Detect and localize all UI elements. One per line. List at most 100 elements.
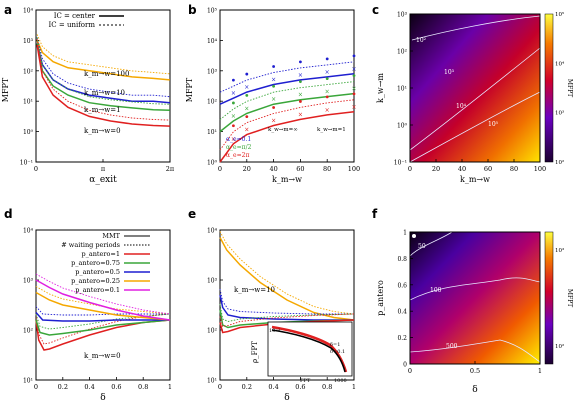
series-lines (219, 231, 355, 334)
x-tick-label: 2π (166, 165, 175, 173)
series-cross: × (244, 84, 249, 91)
series-lines: × × × × × × × × × × × × × × × × × × (219, 54, 357, 163)
series-point (272, 65, 275, 68)
panel-b: b 10⁰ 10¹ 10² 10³ 10⁴ 10⁵ 0 20 40 60 80 100 MFPT k… (185, 3, 360, 184)
series-point (232, 124, 235, 128)
contour-label: 500 (446, 343, 458, 350)
y-axis-label: MFPT (185, 77, 194, 102)
y-tick-label: 10¹ (207, 378, 217, 385)
contour-label: 10⁵ (488, 121, 499, 128)
legend-entry: IC = center (54, 12, 96, 20)
series-line-red (219, 111, 355, 163)
inset-x-label: FPT (300, 378, 311, 384)
series-cross: × (325, 89, 330, 96)
x-tick-label: 80 (510, 165, 518, 173)
y-tick-label: 10³ (397, 12, 408, 19)
x-ticks: 0 0.5 1 (408, 361, 542, 375)
contour-line (409, 47, 541, 151)
series-cross: × (351, 104, 356, 111)
y-tick-label: 10⁻¹ (394, 160, 407, 167)
series-point (245, 115, 249, 119)
series-cross: × (298, 92, 303, 99)
contour-line (411, 15, 541, 41)
contour-label: 10³ (444, 69, 455, 76)
legend: IC = center IC = uniform (49, 12, 124, 29)
legend-entry: p_antero=0.25 (71, 277, 120, 285)
annotation: k_m→w=0 (84, 352, 121, 360)
annotation: k_m→w=1 (84, 106, 121, 114)
inset-x-tick: 1000 (334, 378, 347, 384)
colorbar-label: MFPT (566, 289, 573, 307)
series-point (299, 100, 302, 103)
series-cross: × (351, 86, 356, 93)
y-tick-label: 10⁴ (207, 38, 218, 45)
series-line-dashed-blue (35, 306, 170, 316)
y-tick-label: 0 (403, 362, 407, 369)
panel-e: e 10¹ 10² 10³ 10⁴ 0 0.2 0.4 0.6 0.8 1 δ k_m→w=10… (188, 207, 356, 403)
series-cross: × (325, 107, 330, 114)
legend-entry: IC = uniform (49, 21, 96, 29)
series-line-dashed-magenta (35, 273, 171, 315)
y-tick-label: 10³ (207, 68, 218, 75)
colorbar-tick-label: 10³ (555, 110, 564, 117)
series-point (232, 78, 235, 82)
series-point (272, 106, 275, 109)
series-point (232, 101, 235, 105)
x-axis-label: k_m→w (460, 175, 490, 184)
panel-d: d 10¹ 10² 10³ 10⁴ 0 0.2 0.4 0.6 0.8 1 δ MMT # wa… (4, 207, 172, 403)
x-tick-label: 0.8 (138, 383, 148, 391)
y-tick-label: 10⁰ (397, 123, 408, 130)
series-cross: × (231, 136, 236, 143)
x-tick-label: 0 (218, 165, 222, 173)
x-tick-label: 0 (34, 165, 38, 173)
series-lines (35, 273, 171, 351)
y-ticks: 10¹ 10² 10³ 10⁴ (207, 228, 223, 385)
y-tick-label: 10¹ (397, 86, 407, 93)
x-tick-label: 20 (243, 165, 251, 173)
series-cross: × (231, 113, 236, 120)
series-cross: × (298, 72, 303, 79)
inset-y-label: ρ_FPT (251, 341, 259, 363)
series-line-blue (35, 312, 170, 322)
series-line-dashed-blue (219, 61, 355, 93)
series-line-dashed-red (35, 313, 171, 345)
legend-header: k_w→m=∞ (268, 127, 298, 133)
y-tick-label: 10⁴ (23, 228, 34, 235)
series-cross: × (244, 105, 249, 112)
inset-legend-entry: δ=0.1 (330, 349, 345, 355)
series-line-red (219, 319, 355, 334)
y-ticks: 10¹ 10² 10³ 10⁴ (23, 228, 39, 385)
contour-line (409, 91, 541, 163)
y-axis-label: MFPT (1, 77, 10, 102)
legend: k_w→m=∞ k_w→m=1 α_e=0.1 α_e=π/2 α_e=2π (226, 127, 346, 159)
series-line-dashed-orange (219, 231, 355, 315)
colorbar-tick-label: 10⁵ (555, 11, 564, 18)
y-tick-label: 10³ (207, 278, 218, 285)
contour-line (409, 277, 541, 301)
x-axis-label: δ (284, 393, 289, 403)
y-tick-label: 10³ (23, 38, 34, 45)
series-point (325, 95, 329, 99)
legend: MMT # waiting periods p_antero=1 p_anter… (61, 232, 150, 294)
panel-letter: b (188, 3, 197, 17)
marker-dot (412, 234, 416, 238)
contour-label: 100 (430, 287, 442, 294)
panel-letter: a (4, 3, 12, 17)
series-point (299, 80, 302, 84)
series-line-orange (219, 237, 355, 321)
series-line-dashed-red (219, 313, 355, 328)
legend-header: k_w→m=1 (317, 127, 346, 133)
x-tick-label: 0.2 (58, 383, 68, 391)
series-point (352, 92, 356, 96)
contour-label: 10⁴ (456, 103, 467, 110)
series-line-dashed-green (219, 81, 355, 120)
series-line-dashed-orange (36, 34, 170, 75)
x-axis-label: δ (472, 385, 477, 395)
legend-entry: p_antero=0.75 (71, 259, 120, 267)
x-tick-label: 0 (408, 165, 412, 173)
series-line-dashed-blue (36, 37, 170, 98)
y-tick-label: 0.2 (397, 335, 407, 342)
series-line-dashed-red (219, 99, 355, 151)
x-ticks: 0 π 2π (34, 159, 175, 173)
